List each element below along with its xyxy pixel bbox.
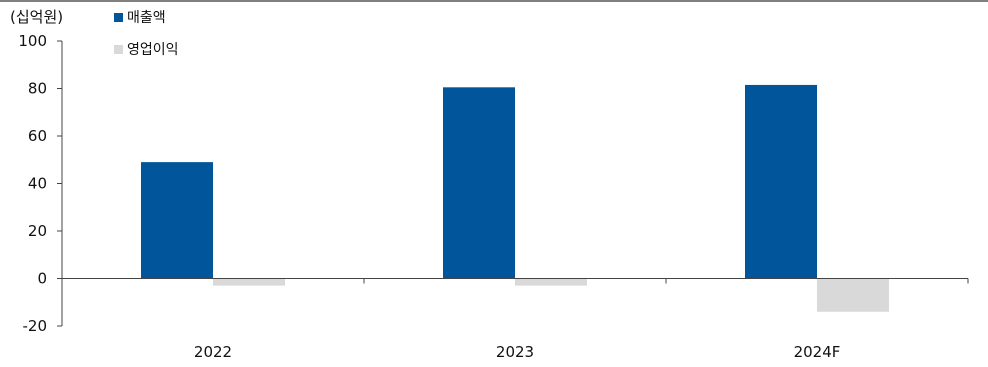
x-tick-label: 2024F — [794, 343, 841, 361]
y-tick-label: 40 — [28, 175, 47, 193]
legend-label-operating-profit: 영업이익 — [127, 42, 179, 58]
y-tick-label: 20 — [28, 222, 47, 240]
unit-label: (십억원) — [10, 8, 63, 26]
bar-revenue-2023 — [443, 87, 515, 279]
y-axis: 100 80 60 40 20 0 -20 — [18, 32, 63, 335]
top-rule — [0, 0, 988, 2]
bar-revenue-2024F — [745, 84, 817, 279]
y-tick-label: 80 — [28, 80, 47, 98]
y-tick-label: 100 — [18, 32, 47, 50]
legend-swatch-operating-profit — [114, 45, 123, 54]
y-tick-label: -20 — [23, 317, 48, 335]
y-tick-label: 60 — [28, 127, 47, 145]
y-tick-label: 0 — [37, 270, 47, 288]
x-tick-label: 2023 — [496, 343, 534, 361]
legend-swatch-revenue — [114, 13, 123, 22]
bar-operating-profit-2023 — [515, 278, 587, 286]
x-tick-label: 2022 — [194, 343, 232, 361]
bar-operating-profit-2022 — [213, 278, 285, 286]
bar-revenue-2022 — [141, 162, 213, 279]
bars — [141, 84, 889, 312]
legend-label-revenue: 매출액 — [127, 10, 166, 26]
x-axis: 2022 2023 2024F — [61, 278, 969, 361]
bar-operating-profit-2024F — [817, 278, 889, 312]
